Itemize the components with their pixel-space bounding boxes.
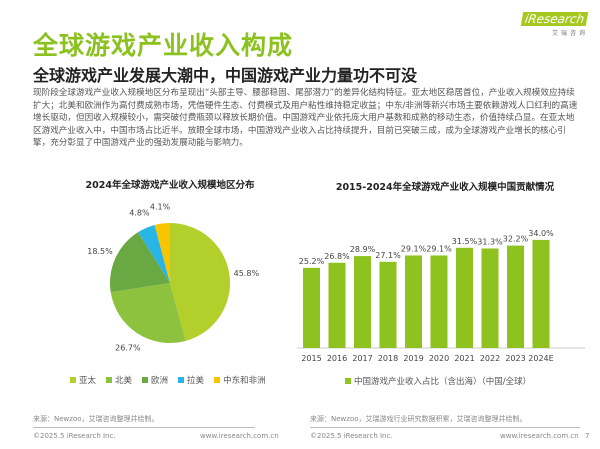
bar bbox=[507, 245, 524, 348]
x-tick-label: 2024E bbox=[528, 354, 553, 363]
pie-slice bbox=[170, 223, 231, 341]
x-tick-label: 2018 bbox=[378, 354, 398, 363]
bar-data-label: 26.8% bbox=[324, 252, 350, 261]
bar-data-label: 27.1% bbox=[375, 251, 401, 260]
bar-chart: 25.2% 2015 26.8% 2016 28.9% 2017 27.1% 2018 29.1… bbox=[297, 229, 585, 363]
legend-swatch bbox=[178, 377, 185, 383]
bar bbox=[481, 248, 499, 348]
bar-data-label: 31.3% bbox=[477, 237, 503, 246]
legend-swatch bbox=[345, 378, 351, 384]
legend-item: 亚太 bbox=[70, 374, 96, 386]
bar bbox=[354, 256, 371, 348]
bar bbox=[328, 262, 346, 348]
pie-slice bbox=[138, 224, 170, 283]
left-source: 来源：Newzoo，艾瑞咨询整理并绘制。 bbox=[33, 415, 159, 423]
legend-swatch bbox=[142, 377, 149, 383]
pie-slice bbox=[110, 283, 186, 343]
divider bbox=[33, 427, 255, 428]
bar bbox=[532, 239, 550, 348]
bar bbox=[430, 255, 448, 348]
bar-data-label: 29.1% bbox=[401, 244, 427, 253]
summary-paragraph: 现阶段全球游戏产业收入规模地区分布呈现出“头部主导、腰部稳固、尾部潜力”的差异化… bbox=[33, 88, 578, 149]
pie-data-label: 45.8% bbox=[234, 269, 260, 278]
website-link[interactable]: www.iresearch.com.cn bbox=[200, 432, 279, 440]
x-tick-label: 2019 bbox=[403, 354, 423, 363]
bar-data-label: 31.5% bbox=[452, 237, 478, 246]
iresearch-logo: iResearch 艾瑞咨询 bbox=[520, 8, 589, 37]
pie-data-label: 4.8% bbox=[129, 208, 150, 217]
legend-label: 拉美 bbox=[187, 376, 205, 386]
pie-data-label: 18.5% bbox=[87, 247, 113, 256]
copyright: ©2025.5 iResearch Inc. bbox=[33, 432, 116, 440]
pie-chart: 45.8% 26.7% 18.5% 4.8%4.1% bbox=[87, 203, 260, 353]
x-tick-label: 2021 bbox=[454, 354, 474, 363]
legend-label: 中东和非洲 bbox=[223, 376, 266, 386]
right-source: 来源：Newzoo，艾瑞游戏行业研究数据积累，艾瑞咨询整理并绘制。 bbox=[310, 415, 527, 423]
x-tick-label: 2017 bbox=[352, 354, 372, 363]
legend-item: 北美 bbox=[106, 374, 132, 386]
page-title: 全球游戏产业收入构成 bbox=[33, 31, 294, 60]
bar bbox=[303, 267, 320, 348]
legend-item: 欧洲 bbox=[142, 374, 168, 386]
legend-label: 亚太 bbox=[79, 376, 97, 386]
x-tick-label: 2016 bbox=[327, 354, 347, 363]
x-tick-label: 2015 bbox=[301, 354, 321, 363]
legend-swatch bbox=[214, 377, 221, 383]
bar-chart-title: 2015-2024年全球游戏产业收入规模中国贡献情况 bbox=[335, 182, 555, 193]
pie-data-label: 4.1% bbox=[150, 203, 171, 212]
legend-label: 中国游戏产业收入占比（含出海）（中国/全球） bbox=[354, 377, 532, 387]
pie-chart-title: 2024年全球游戏产业收入规模地区分布 bbox=[85, 180, 255, 191]
bar bbox=[405, 255, 422, 348]
bar-data-label: 29.1% bbox=[426, 244, 452, 253]
x-tick-label: 2022 bbox=[480, 354, 500, 363]
legend-swatch bbox=[70, 377, 76, 383]
divider bbox=[310, 427, 580, 428]
legend-swatch bbox=[106, 377, 113, 383]
copyright: ©2025.5 iResearch Inc. bbox=[310, 432, 393, 440]
bar-legend: 中国游戏产业收入占比（含出海）（中国/全球） bbox=[345, 375, 531, 387]
x-tick-label: 2020 bbox=[429, 354, 449, 363]
pie-data-label: 26.7% bbox=[115, 343, 141, 352]
pie-legend: 亚太 北美 欧洲 拉美 中东和非洲 bbox=[70, 374, 266, 386]
bar bbox=[379, 261, 397, 348]
page-subtitle: 全球游戏产业发展大潮中，中国游戏产业力量功不可没 bbox=[33, 66, 418, 85]
legend-label: 北美 bbox=[115, 376, 133, 386]
x-tick-label: 2023 bbox=[505, 354, 525, 363]
bar-data-label: 28.9% bbox=[350, 245, 376, 254]
logo-sub: 艾瑞咨询 bbox=[551, 30, 588, 37]
pie-slice bbox=[154, 223, 170, 283]
bar-data-label: 25.2% bbox=[299, 257, 325, 266]
page-number: 7 bbox=[585, 432, 590, 440]
pie-slice bbox=[110, 232, 170, 293]
legend-item: 拉美 bbox=[178, 374, 204, 386]
website-link[interactable]: www.iresearch.com.cn bbox=[500, 432, 579, 440]
bar bbox=[456, 247, 473, 348]
bar-data-label: 32.2% bbox=[503, 235, 529, 244]
legend-item: 中东和非洲 bbox=[214, 374, 266, 386]
bar-data-label: 34.0% bbox=[528, 229, 554, 238]
logo-brand: iResearch bbox=[520, 12, 589, 26]
legend-label: 欧洲 bbox=[151, 376, 169, 386]
